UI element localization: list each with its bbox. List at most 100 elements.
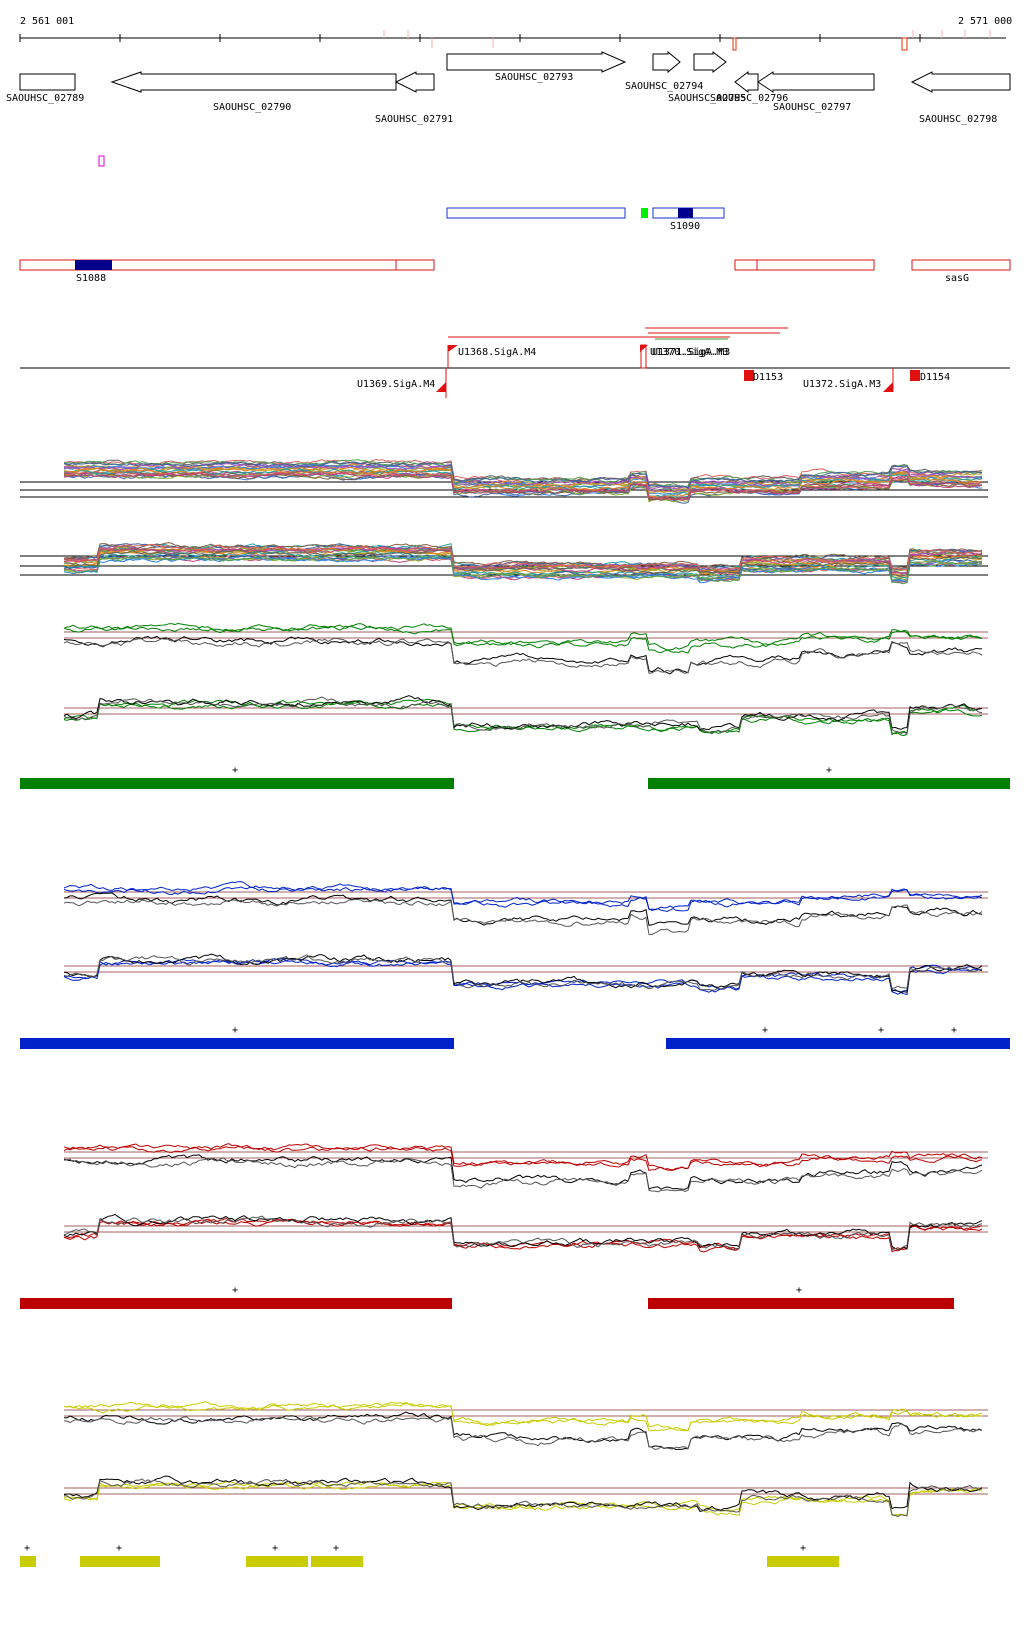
promoter-label[interactable]: D1154 <box>920 372 950 383</box>
condition-trace <box>63 1401 983 1431</box>
gene-arrow[interactable]: SAOUHSC_02791 <box>375 71 453 125</box>
expression-overview-tracks <box>20 458 988 585</box>
gene-track: SAOUHSC_02789 SAOUHSC_02790 SAOUHSC_0279… <box>6 50 1011 125</box>
condition-trace <box>63 886 983 913</box>
expression-trace <box>63 550 983 578</box>
strand-marker: + <box>232 1285 238 1296</box>
segment-bar[interactable] <box>80 1556 160 1567</box>
gene-label: SAOUHSC_02796 <box>710 93 788 104</box>
condition-trace <box>63 701 983 737</box>
reference-trace <box>63 1478 983 1518</box>
strand-marker: + <box>232 765 238 776</box>
gene-arrow[interactable]: SAOUHSC_02794 <box>625 50 703 92</box>
promoter-label[interactable]: U1370.SigA.M3 <box>650 347 728 358</box>
condition-trace <box>63 1403 983 1432</box>
strand-marker: + <box>116 1543 122 1554</box>
promoter-label[interactable]: U1371.SigA.M3 <box>652 347 730 358</box>
segment-bar[interactable] <box>20 1038 454 1049</box>
expression-trace <box>63 549 983 577</box>
promoter-track: U1368.SigA.M4 U1370.SigA.M3 U1371.SigA.M… <box>20 327 1010 398</box>
gene-arrow[interactable]: SAOUHSC_02797 <box>757 71 875 113</box>
reference-trace <box>63 1157 983 1193</box>
strand-marker: + <box>796 1285 802 1296</box>
gene-label: SAOUHSC_02798 <box>919 114 997 125</box>
segment-label: S1088 <box>76 273 106 284</box>
segment-bar[interactable] <box>20 1298 452 1309</box>
expression-trace <box>63 467 983 498</box>
expression-trace <box>63 463 983 492</box>
gene-label: SAOUHSC_02793 <box>495 72 573 83</box>
segment-bar[interactable] <box>20 778 454 789</box>
reference-trace <box>63 1411 983 1451</box>
expression-trace <box>63 472 983 501</box>
segment-bar[interactable] <box>648 1298 954 1309</box>
reference-trace <box>63 954 983 991</box>
strand-marker: + <box>333 1543 339 1554</box>
segmentation-bars: + + + + + + + + + + + + + <box>20 765 1010 1567</box>
gene-label: SAOUHSC_02790 <box>213 102 291 113</box>
condition-trace <box>63 1482 983 1517</box>
strand-marker: + <box>826 765 832 776</box>
expression-trace <box>64 554 983 585</box>
reference-trace <box>63 695 983 731</box>
segment-bar[interactable] <box>648 778 1010 789</box>
gene-arrow[interactable]: SAOUHSC_02793 <box>446 51 627 83</box>
expression-trace <box>63 463 983 495</box>
segment-bar[interactable] <box>20 1556 36 1567</box>
gene-arrow[interactable]: SAOUHSC_02796 <box>710 70 788 104</box>
segment-box[interactable] <box>446 207 626 219</box>
promoter-label[interactable]: U1368.SigA.M4 <box>458 347 536 358</box>
expression-trace <box>63 545 983 573</box>
gene-label: SAOUHSC_02795 <box>668 93 746 104</box>
gene-arrow[interactable]: SAOUHSC_02790 <box>110 71 397 113</box>
small-feature-marker[interactable] <box>98 155 105 167</box>
segment-bar[interactable] <box>311 1556 363 1567</box>
strand-marker: + <box>24 1543 30 1554</box>
expression-trace <box>63 460 983 489</box>
expression-trace <box>63 543 983 571</box>
reference-trace <box>63 696 983 735</box>
expression-trace <box>63 555 983 582</box>
reference-trace <box>63 636 983 674</box>
gene-label: SAOUHSC_02791 <box>375 114 453 125</box>
gene-arrow[interactable]: SAOUHSC_02795 <box>668 50 746 104</box>
strand-marker: + <box>878 1025 884 1036</box>
condition-trace <box>63 1218 983 1253</box>
expression-trace <box>63 468 983 498</box>
condition-trace <box>63 881 983 911</box>
segment-box[interactable]: S1090 <box>652 207 725 232</box>
gene-arrow[interactable]: SAOUHSC_02798 <box>910 71 1011 125</box>
segment-bar[interactable] <box>666 1038 1010 1049</box>
reference-trace <box>63 1215 983 1251</box>
gene-label: SAOUHSC_02789 <box>6 93 84 104</box>
reference-trace <box>63 1475 983 1512</box>
condition-trace <box>63 1480 983 1517</box>
strand-marker: + <box>951 1025 957 1036</box>
promoter-label[interactable]: D1153 <box>753 372 783 383</box>
ruler-end-label: 2 571 000 <box>958 16 1012 27</box>
coordinate-ruler: 2 561 001 2 571 000 <box>19 16 1012 51</box>
ruler-marker <box>732 37 737 51</box>
segment-box[interactable]: sasG <box>911 259 1011 284</box>
gene-arrow[interactable]: SAOUHSC_02789 <box>6 73 84 104</box>
condition-trace <box>63 959 983 996</box>
segment-box[interactable] <box>641 208 648 218</box>
segment-box[interactable] <box>734 259 875 271</box>
expression-trace <box>63 543 983 571</box>
segment-label: S1090 <box>670 221 700 232</box>
condition-expression-tracks <box>63 622 988 1518</box>
segment-box[interactable]: S1088 <box>19 259 435 284</box>
ruler-start-label: 2 561 001 <box>20 16 74 27</box>
segment-bar[interactable] <box>767 1556 839 1567</box>
promoter-label[interactable]: U1372.SigA.M3 <box>803 379 881 390</box>
reference-trace <box>63 1154 983 1190</box>
ruler-marker <box>901 37 908 51</box>
reference-trace <box>63 1415 983 1451</box>
segment-bar[interactable] <box>246 1556 308 1567</box>
promoter-label[interactable]: U1369.SigA.M4 <box>357 379 435 390</box>
reference-trace <box>63 898 983 936</box>
strand-marker: + <box>272 1543 278 1554</box>
condition-trace <box>63 1144 983 1172</box>
segment-label: sasG <box>945 273 969 284</box>
